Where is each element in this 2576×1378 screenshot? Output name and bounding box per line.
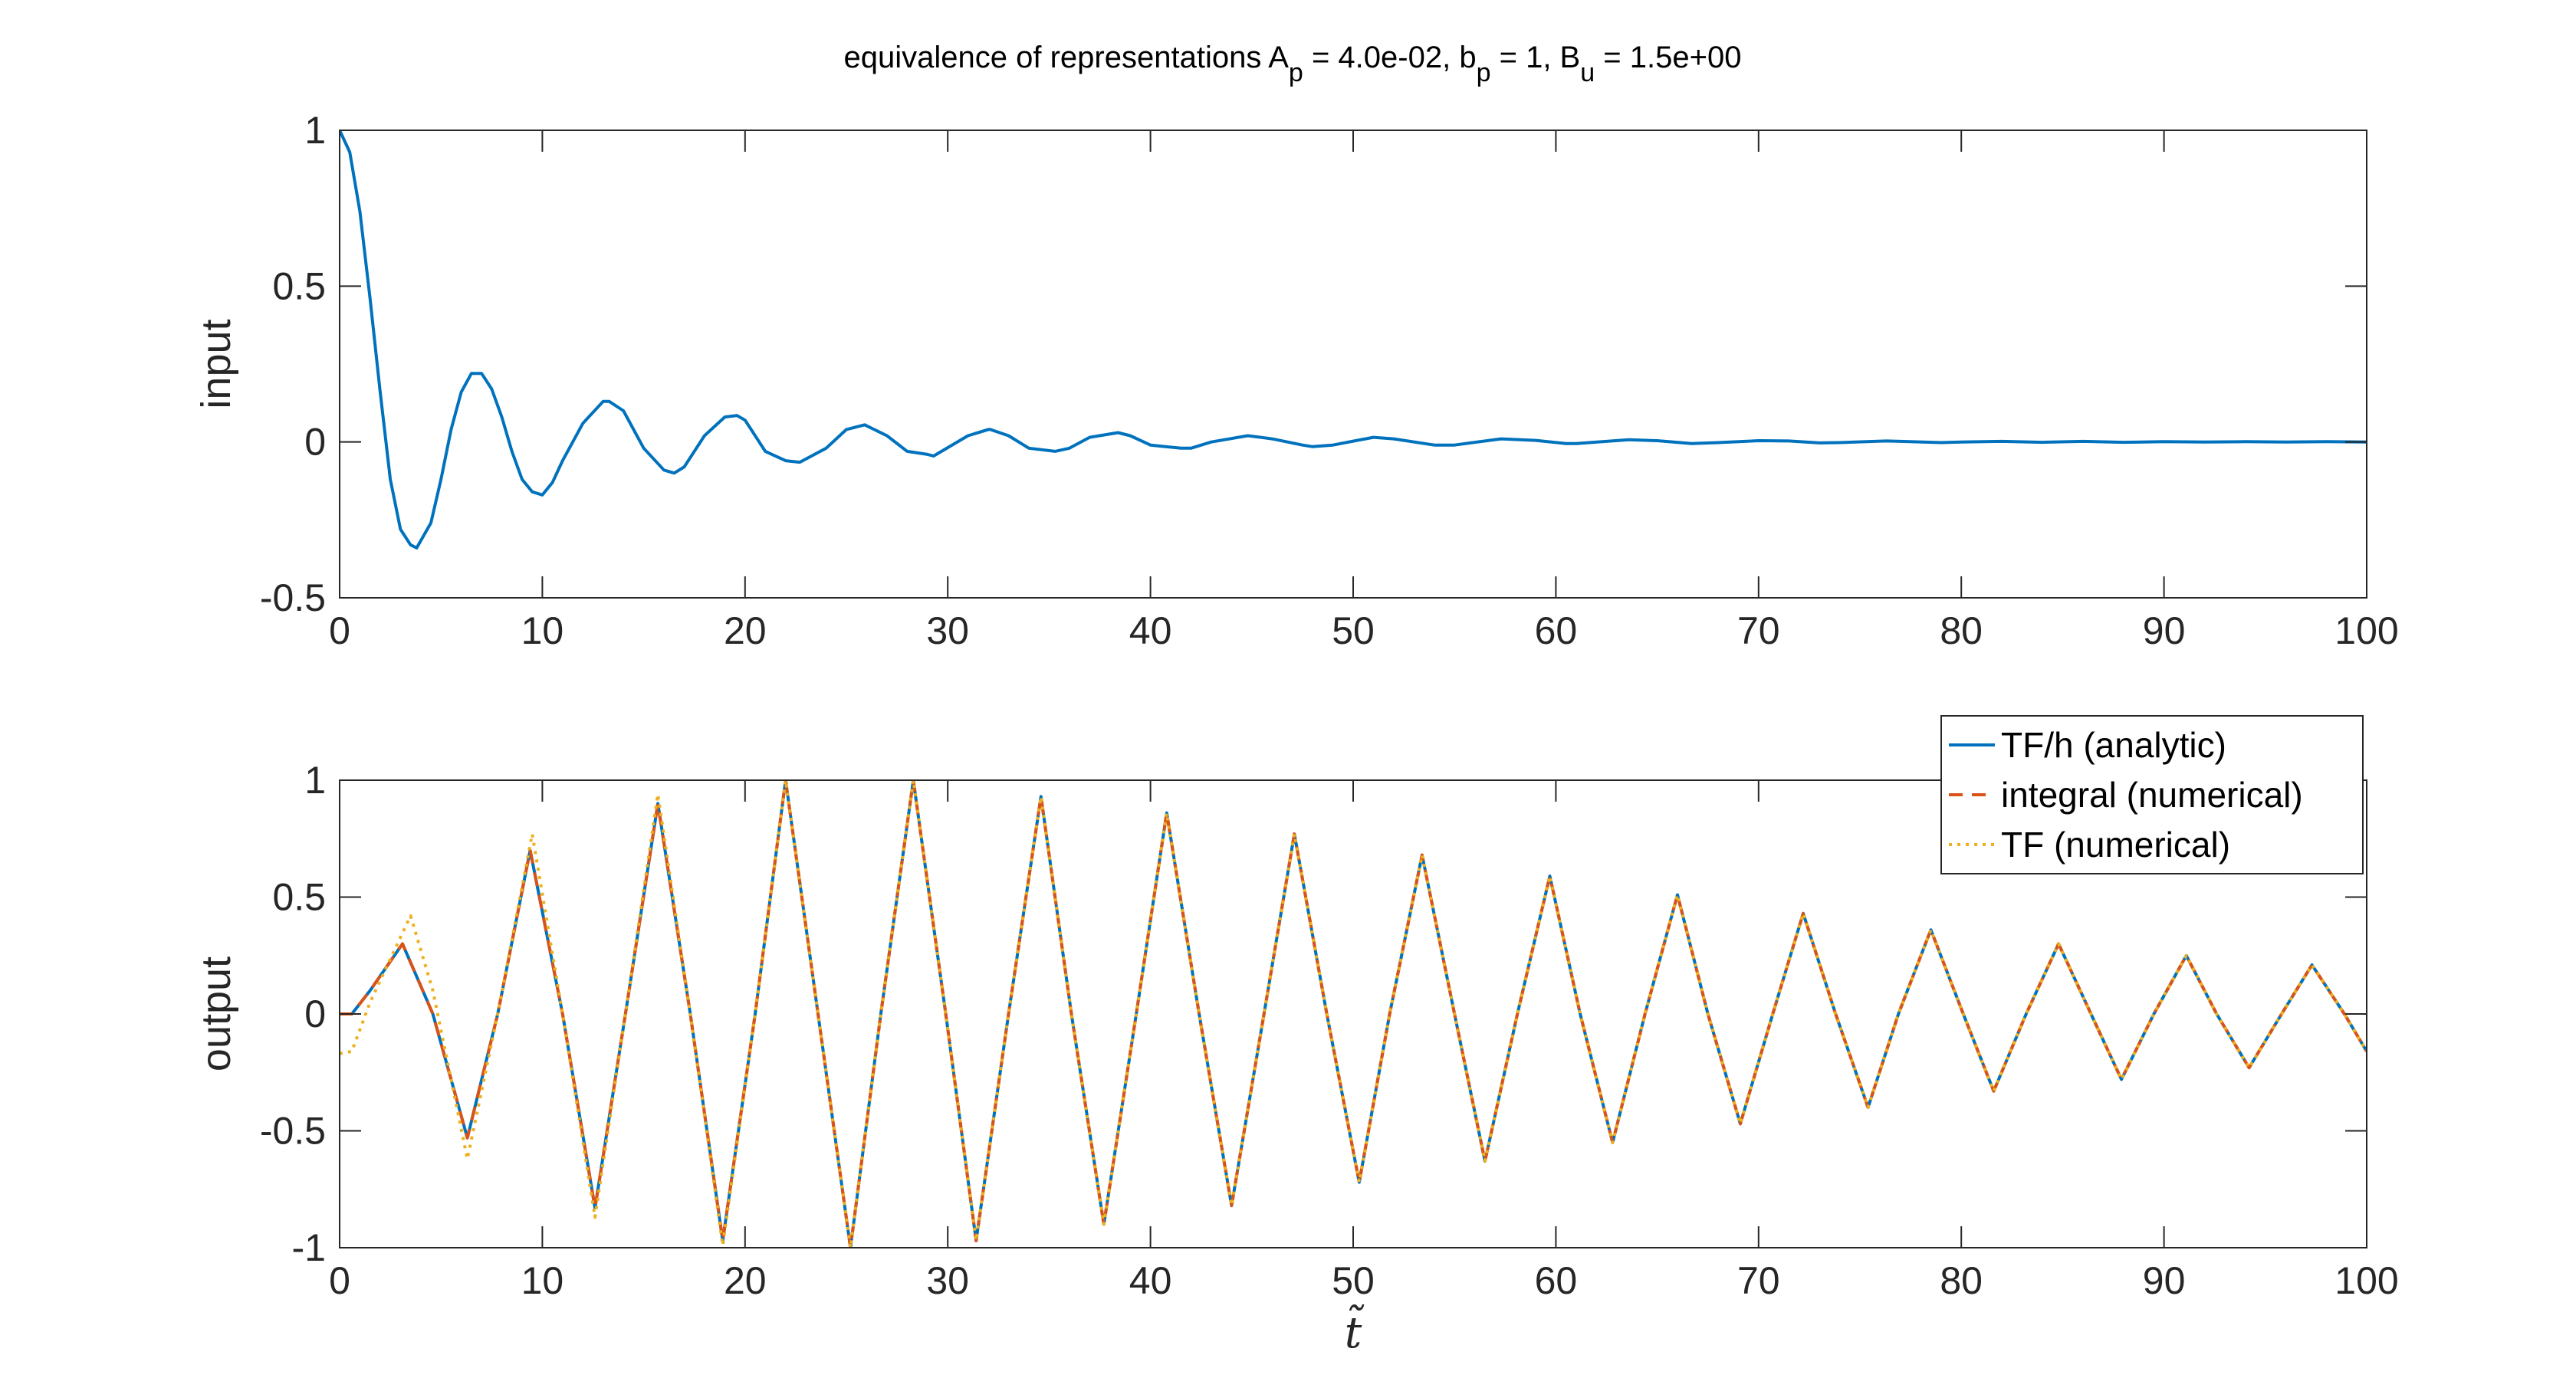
bottom-xtick-label: 70 xyxy=(1737,1259,1780,1302)
top-xtick-label: 60 xyxy=(1535,609,1578,652)
bottom-xtick-label: 0 xyxy=(329,1259,350,1302)
top-ytick-label: 0.5 xyxy=(272,264,326,307)
top-ytick-label: 0 xyxy=(304,421,326,464)
top-xtick-label: 70 xyxy=(1737,609,1780,652)
bottom-ylabel: output xyxy=(193,956,239,1071)
top-ytick-label: -0.5 xyxy=(260,576,326,619)
title-mid-1: = 4.0e-02, b xyxy=(1303,41,1477,74)
top-xtick-label: 10 xyxy=(521,609,564,652)
title-suffix: = 1.5e+00 xyxy=(1595,41,1741,74)
legend-label-1: TF/h (analytic) xyxy=(2001,725,2226,765)
bottom-xtick-label: 90 xyxy=(2143,1259,2186,1302)
top-ylabel: input xyxy=(193,319,239,408)
bottom-xtick-label: 30 xyxy=(926,1259,969,1302)
legend-label-2: integral (numerical) xyxy=(2001,775,2303,815)
bottom-xtick-label: 80 xyxy=(1940,1259,1983,1302)
bottom-xtick-label: 10 xyxy=(521,1259,564,1302)
bottom-ytick-label: 0.5 xyxy=(272,876,326,919)
bottom-series-line-3 xyxy=(340,780,2367,1248)
bottom-ytick-label: -1 xyxy=(292,1226,326,1269)
bottom-xtick-label: 40 xyxy=(1129,1259,1172,1302)
title-sub-2: p xyxy=(1477,58,1491,87)
top-xtick-label: 40 xyxy=(1129,609,1172,652)
top-xtick-label: 80 xyxy=(1940,609,1983,652)
top-xtick-label: 20 xyxy=(724,609,767,652)
bottom-legend: TF/h (analytic) integral (numerical) TF (n… xyxy=(1940,715,2364,874)
bottom-ytick-label: -0.5 xyxy=(260,1110,326,1153)
top-plot-area xyxy=(340,130,2367,598)
bottom-xlabel: t̃ xyxy=(1345,1304,1365,1358)
figure-title: equivalence of representations Ap = 4.0e… xyxy=(844,41,1742,87)
top-xtick-label: 0 xyxy=(329,609,350,652)
bottom-xtick-label: 60 xyxy=(1535,1259,1578,1302)
top-xtick-label: 50 xyxy=(1332,609,1375,652)
top-xtick-label: 30 xyxy=(926,609,969,652)
title-sub-3: u xyxy=(1580,58,1595,87)
bottom-xtick-label: 50 xyxy=(1332,1259,1375,1302)
top-ytick-label: 1 xyxy=(304,109,326,152)
bottom-xtick-label: 100 xyxy=(2334,1259,2398,1302)
bottom-xtick-label: 20 xyxy=(724,1259,767,1302)
top-series-line-1 xyxy=(340,130,2367,550)
title-prefix: equivalence of representations A xyxy=(844,41,1290,74)
title-sub-1: p xyxy=(1289,58,1303,87)
top-xtick-label: 90 xyxy=(2143,609,2186,652)
legend-box xyxy=(1940,715,2364,874)
title-mid-2: = 1, B xyxy=(1491,41,1581,74)
bottom-ytick-label: 1 xyxy=(304,759,326,802)
bottom-ytick-label: 0 xyxy=(304,992,326,1035)
output-panel: 0 10 20 30 40 50 60 70 80 90 100 -1 -0.5 0 0.5 1 output t… xyxy=(193,715,2399,1358)
legend-label-3: TF (numerical) xyxy=(2001,825,2230,865)
top-xtick-label: 100 xyxy=(2334,609,2398,652)
